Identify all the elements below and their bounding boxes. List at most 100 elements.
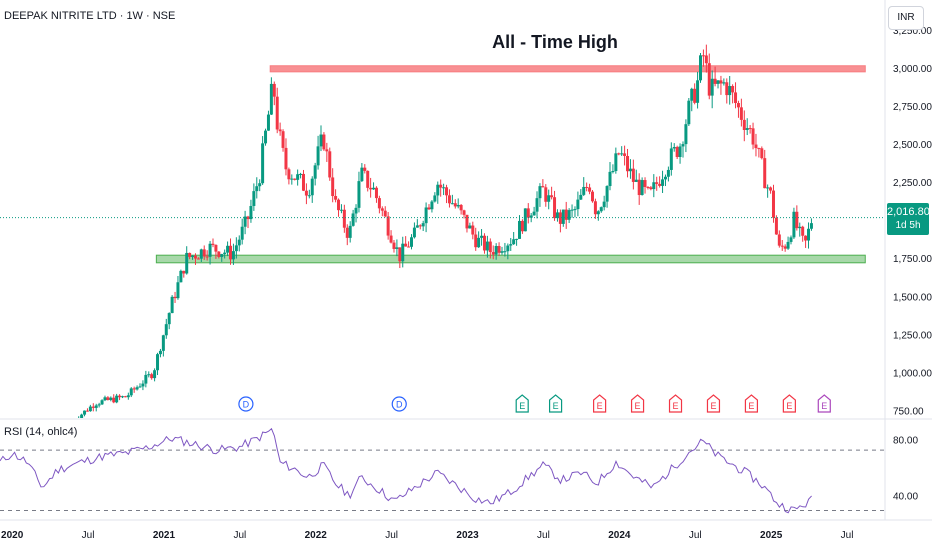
candle-body [91, 406, 95, 408]
candle-body [485, 241, 489, 251]
candle-body [611, 171, 615, 173]
candle-body [290, 178, 294, 180]
candle-body [83, 410, 87, 415]
candle-body [173, 296, 177, 299]
candle-body [220, 254, 224, 257]
candle-body [777, 234, 781, 246]
candle-body [774, 217, 778, 235]
candle-body [593, 201, 597, 215]
earnings-marker-label: E [519, 401, 525, 411]
candle-body [751, 128, 755, 145]
candle-body [716, 80, 720, 84]
candle-body [398, 247, 402, 262]
candle-body [424, 207, 428, 224]
candle-body [94, 405, 98, 408]
candle-body [202, 249, 206, 257]
candle-body [710, 78, 714, 96]
x-tick-label: Jul [233, 530, 246, 541]
candle-body [427, 207, 431, 210]
candle-body [690, 88, 694, 101]
candle-body [561, 209, 565, 224]
candle-body [328, 151, 332, 178]
candle-body [707, 63, 711, 96]
candle-body [377, 198, 381, 209]
candle-body [754, 144, 758, 149]
candle-body [675, 147, 679, 157]
x-tick-label: 2021 [153, 530, 176, 541]
candle-body [590, 191, 594, 202]
candle-body [71, 421, 74, 422]
earnings-marker-label: E [748, 401, 754, 411]
candle-body [553, 197, 557, 219]
candle-body [153, 370, 157, 379]
candle-body [85, 410, 89, 412]
rsi-lower-label: 40.00 [893, 491, 918, 502]
candle-body [544, 187, 548, 202]
candle-body [109, 397, 113, 400]
candle-body [199, 249, 203, 259]
candle-body [380, 208, 384, 211]
candle-body [74, 420, 77, 421]
y-tick-label: 2,750.00 [893, 102, 932, 113]
candle-body [255, 186, 259, 192]
currency-button[interactable]: INR [888, 6, 924, 30]
candle-body [672, 147, 676, 149]
candle-body [687, 100, 691, 125]
candle-body [80, 414, 84, 418]
candle-body [497, 246, 501, 253]
candle-body [652, 182, 656, 190]
candle-body [795, 211, 799, 229]
candle-body [766, 187, 770, 189]
earnings-marker-label: E [553, 401, 559, 411]
candle-body [570, 209, 574, 211]
candle-body [88, 406, 92, 412]
candle-body [252, 191, 256, 206]
candle-body [646, 187, 650, 189]
x-tick-label: Jul [689, 530, 702, 541]
candle-body [480, 235, 484, 238]
x-tick-label: 2020 [1, 530, 24, 541]
earnings-marker [782, 394, 796, 413]
candle-body [126, 395, 130, 398]
candle-body [188, 252, 192, 257]
candle-body [573, 209, 577, 211]
candle-body [161, 335, 165, 351]
candle-body [643, 180, 647, 188]
candle-body [395, 247, 399, 249]
candle-body [506, 245, 510, 252]
candle-body [564, 209, 568, 220]
candle-body [760, 148, 764, 159]
candle-body [401, 243, 405, 262]
candle-body [500, 251, 504, 253]
candle-body [579, 194, 583, 200]
candle-body [237, 239, 241, 246]
candle-body [696, 80, 700, 103]
candle-body [331, 177, 335, 197]
candle-body [447, 195, 451, 204]
dividend-marker [391, 396, 407, 412]
candle-body [354, 207, 358, 214]
candle-body [339, 209, 343, 211]
candle-body [337, 199, 341, 211]
candle-body [494, 246, 498, 255]
bar-countdown: 1d 5h [895, 220, 921, 231]
candle-body [191, 255, 195, 257]
candle-body [421, 223, 425, 227]
candle-body [275, 96, 279, 130]
candle-body [769, 187, 773, 191]
candle-body [158, 350, 162, 355]
candle-body [462, 210, 466, 215]
candle-body [261, 143, 265, 184]
candle-body [456, 204, 460, 207]
candle-body [193, 255, 197, 259]
candle-body [520, 220, 524, 232]
candle-body [649, 187, 653, 190]
y-tick-label: 1,500.00 [893, 292, 932, 303]
candle-body [567, 210, 571, 220]
candle-body [170, 296, 174, 314]
candle-body [272, 83, 276, 97]
rsi-upper-label: 80.00 [893, 436, 918, 447]
x-tick-label: Jul [82, 530, 95, 541]
candle-body [372, 187, 376, 190]
